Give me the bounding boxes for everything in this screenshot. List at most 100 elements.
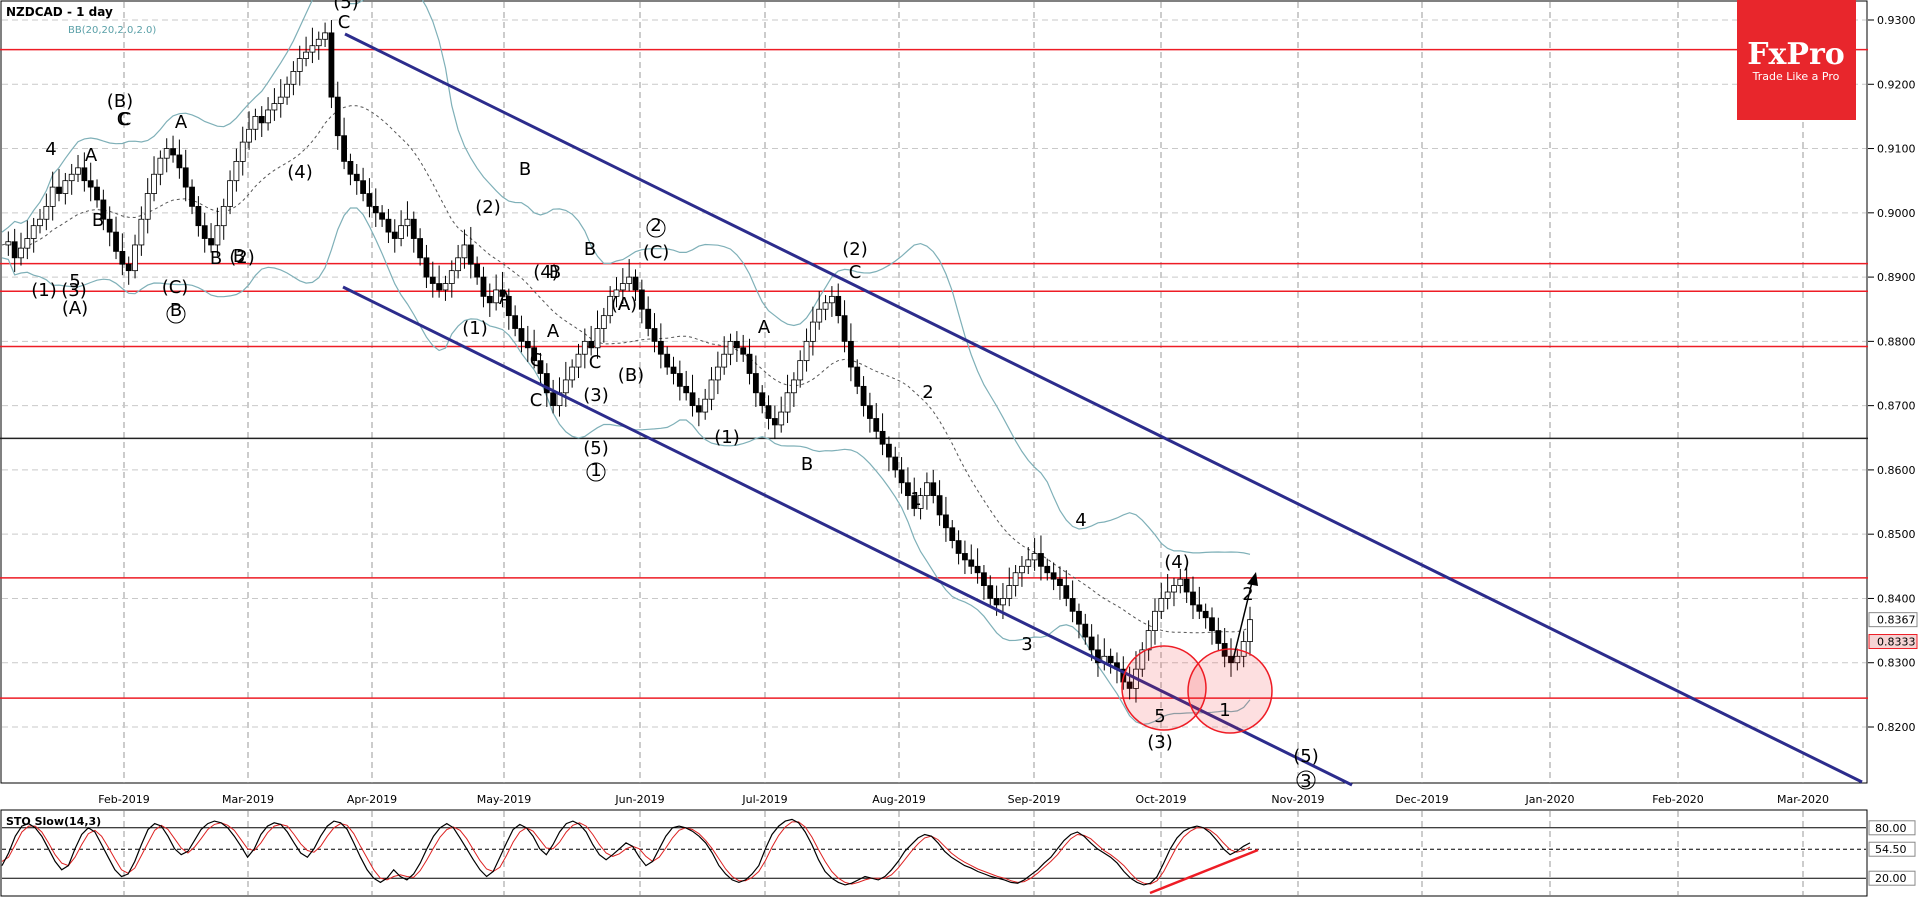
candle-body bbox=[366, 193, 373, 207]
wave-label: 3 bbox=[1300, 771, 1311, 792]
price-tick-label: 0.9100 bbox=[1877, 143, 1916, 156]
candle-body bbox=[778, 411, 785, 426]
candle-body bbox=[100, 199, 107, 220]
candle-body bbox=[784, 392, 791, 413]
candle-body bbox=[106, 218, 113, 233]
candle-body bbox=[727, 340, 734, 355]
wave-circle bbox=[1296, 770, 1316, 790]
x-tick-label: Apr-2019 bbox=[347, 793, 397, 806]
candle-body bbox=[151, 173, 157, 194]
candle-body bbox=[721, 353, 728, 368]
candle-body bbox=[334, 96, 341, 137]
price-tick-label: 0.9200 bbox=[1877, 78, 1916, 91]
wave-label: (1) bbox=[31, 280, 57, 301]
wave-label: (2) bbox=[842, 239, 868, 260]
candle-body bbox=[1196, 604, 1203, 612]
candle-body bbox=[11, 241, 18, 259]
x-tick-label: Mar-2020 bbox=[1777, 793, 1829, 806]
trend-channel bbox=[342, 32, 1863, 787]
candle-body bbox=[119, 250, 126, 265]
current-price-label: 0.8367 bbox=[1877, 614, 1916, 627]
candle-body bbox=[208, 238, 214, 246]
stochastic-trendline bbox=[1149, 848, 1259, 895]
candle-body bbox=[657, 340, 664, 355]
candle-body bbox=[740, 347, 747, 355]
candle-body bbox=[1044, 565, 1051, 574]
wave-label: C bbox=[119, 109, 132, 130]
candle-body bbox=[569, 366, 576, 381]
candle-body bbox=[1031, 553, 1038, 561]
wave-circle bbox=[586, 462, 606, 482]
wave-circle bbox=[166, 304, 186, 324]
logo-tagline: Trade Like a Pro bbox=[1752, 70, 1840, 83]
candle-body bbox=[303, 51, 309, 59]
candle-body bbox=[480, 276, 487, 297]
candle-body bbox=[645, 308, 652, 329]
candle-body bbox=[531, 347, 538, 362]
candle-body bbox=[1164, 591, 1171, 599]
wave-label: (3) bbox=[1147, 732, 1173, 753]
candle-body bbox=[467, 244, 474, 265]
candle-body bbox=[309, 45, 316, 53]
candle-body bbox=[588, 340, 595, 349]
candle-body bbox=[1152, 610, 1158, 631]
candle-body bbox=[1139, 649, 1146, 670]
wave-label: B bbox=[210, 248, 222, 269]
candle-body bbox=[5, 241, 12, 246]
candle-body bbox=[708, 379, 715, 400]
candle-body bbox=[943, 514, 949, 529]
candle-body bbox=[632, 276, 639, 291]
candle-body bbox=[277, 96, 284, 104]
candle-body bbox=[258, 116, 265, 124]
candle-body bbox=[746, 353, 753, 374]
candle-body bbox=[714, 366, 721, 381]
candle-body bbox=[594, 328, 601, 349]
logo-name: FxPro bbox=[1747, 37, 1845, 72]
candle-body bbox=[695, 405, 702, 413]
price-tick-label: 0.8400 bbox=[1877, 592, 1916, 605]
candle-body bbox=[1209, 617, 1215, 631]
candle-body bbox=[284, 83, 290, 98]
candle-body bbox=[562, 379, 569, 394]
candle-body bbox=[968, 559, 975, 567]
candle-body bbox=[43, 205, 50, 220]
candle-body bbox=[619, 283, 626, 291]
candle-body bbox=[347, 160, 354, 175]
fxpro-logo: FxPro Trade Like a Pro bbox=[1737, 0, 1856, 120]
oscillator-tick-label: 80.00 bbox=[1875, 822, 1907, 835]
current-price-box bbox=[1868, 634, 1918, 650]
wave-label: B bbox=[519, 159, 531, 180]
candle-body bbox=[341, 135, 347, 162]
candle-body bbox=[1215, 630, 1222, 644]
candle-body bbox=[1171, 585, 1177, 593]
candle-body bbox=[290, 71, 297, 85]
wave-label: 5 bbox=[1154, 706, 1165, 727]
candle-body bbox=[62, 180, 69, 194]
candle-body bbox=[87, 180, 94, 188]
wave-label: B bbox=[92, 210, 104, 231]
candle-body bbox=[227, 180, 233, 207]
wave-label: (1) bbox=[462, 318, 488, 339]
wave-label: 2 bbox=[922, 382, 933, 403]
candle-body bbox=[474, 263, 481, 278]
candle-body bbox=[30, 225, 37, 239]
candle-body bbox=[423, 257, 430, 278]
candle-body bbox=[993, 598, 1000, 606]
wave-label: (2) bbox=[475, 197, 501, 218]
candle-body bbox=[189, 186, 195, 207]
candle-body bbox=[676, 373, 683, 387]
upper-band bbox=[1, 0, 1251, 555]
wave-label: C bbox=[589, 352, 602, 373]
wave-label: (4) bbox=[1164, 552, 1190, 573]
candle-body bbox=[512, 315, 519, 329]
candle-body bbox=[455, 257, 462, 272]
candle-body bbox=[1145, 630, 1152, 651]
wave-label: C bbox=[849, 262, 862, 283]
candle-body bbox=[543, 373, 550, 394]
candle-body bbox=[1234, 655, 1241, 664]
candle-body bbox=[461, 244, 468, 259]
wave-label: A bbox=[175, 112, 188, 133]
candle-body bbox=[689, 392, 696, 407]
candle-body bbox=[360, 180, 366, 194]
x-tick-label: Aug-2019 bbox=[872, 793, 925, 806]
